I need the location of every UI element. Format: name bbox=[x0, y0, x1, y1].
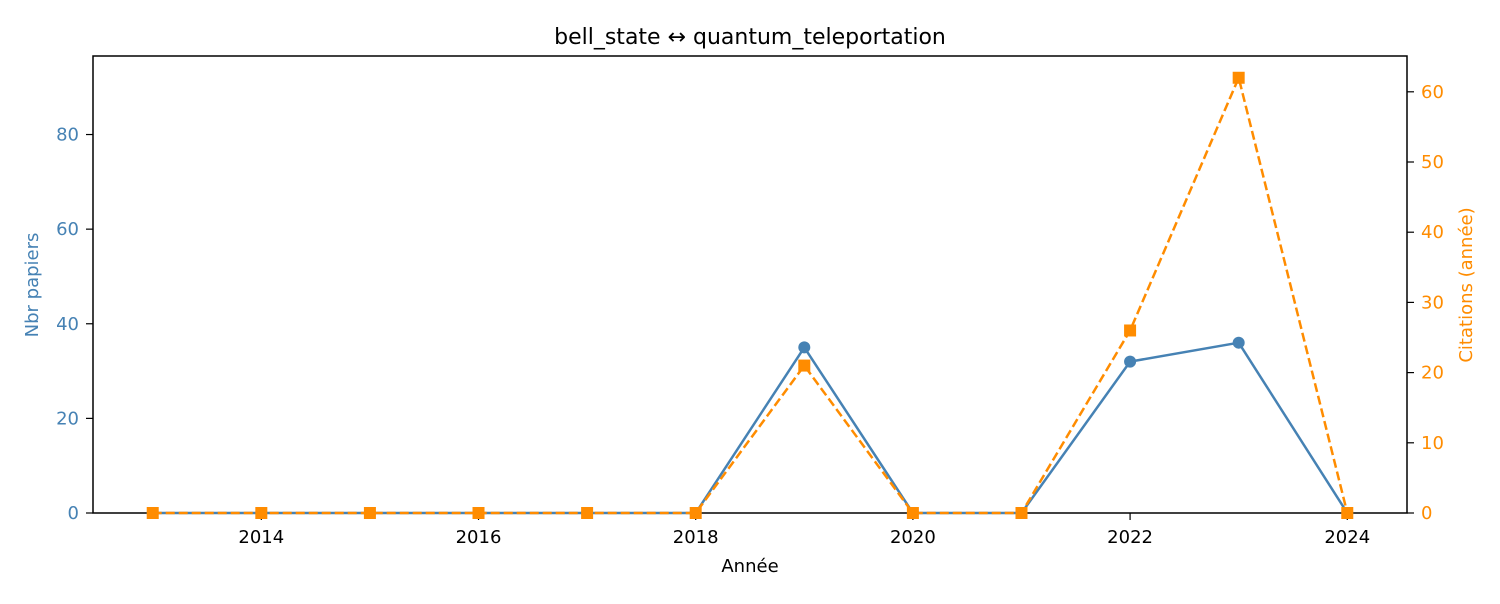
y-right-tick-label: 10 bbox=[1421, 433, 1444, 454]
y-axis-left-label: Nbr papiers bbox=[22, 233, 43, 338]
y-right-tick-label: 0 bbox=[1421, 503, 1432, 524]
x-tick-label: 2022 bbox=[1107, 527, 1153, 548]
data-point-right bbox=[1124, 324, 1137, 337]
data-point-right bbox=[255, 507, 268, 519]
data-point-right bbox=[581, 507, 594, 519]
chart-title: bell_state ↔ quantum_teleportation bbox=[554, 25, 946, 50]
x-tick-label: 2024 bbox=[1324, 527, 1370, 548]
data-point-right bbox=[798, 359, 811, 372]
x-tick-label: 2016 bbox=[456, 527, 502, 548]
y-right-tick-label: 50 bbox=[1421, 152, 1444, 173]
x-axis-label: Année bbox=[721, 556, 778, 577]
y-left-tick-label: 80 bbox=[56, 125, 79, 146]
x-tick-label: 2014 bbox=[238, 527, 284, 548]
x-tick-label: 2018 bbox=[673, 527, 719, 548]
y-left-tick-label: 20 bbox=[56, 408, 79, 429]
y-right-tick-label: 40 bbox=[1421, 222, 1444, 243]
y-left-tick-label: 40 bbox=[56, 314, 79, 335]
plot-area: 2014 2016 2018 2020 2022 2024 0 20 40 60 80 0 10 20 30… bbox=[56, 55, 1444, 548]
y-axis-right-label: Citations (année) bbox=[1456, 207, 1477, 362]
data-point-right bbox=[472, 507, 485, 519]
data-point-right bbox=[906, 507, 919, 519]
data-point-right bbox=[689, 507, 702, 519]
y-left-tick-label: 0 bbox=[68, 503, 79, 524]
series-line-right bbox=[152, 76, 1349, 515]
x-tick-label: 2020 bbox=[890, 527, 936, 548]
y-left-tick-label: 60 bbox=[56, 219, 79, 240]
data-point-right bbox=[146, 507, 159, 519]
plot-frame bbox=[92, 55, 1408, 514]
series-line-left bbox=[152, 341, 1349, 515]
data-point-right bbox=[1341, 507, 1354, 519]
data-point-right bbox=[1232, 71, 1245, 84]
y-right-tick-label: 30 bbox=[1421, 292, 1444, 313]
data-point-left bbox=[1124, 355, 1137, 368]
data-point-left bbox=[1232, 336, 1245, 349]
y-right-tick-label: 60 bbox=[1421, 82, 1444, 103]
data-point-left bbox=[798, 341, 811, 354]
data-point-right bbox=[1015, 507, 1028, 519]
y-right-tick-label: 20 bbox=[1421, 363, 1444, 384]
data-point-right bbox=[363, 507, 376, 519]
